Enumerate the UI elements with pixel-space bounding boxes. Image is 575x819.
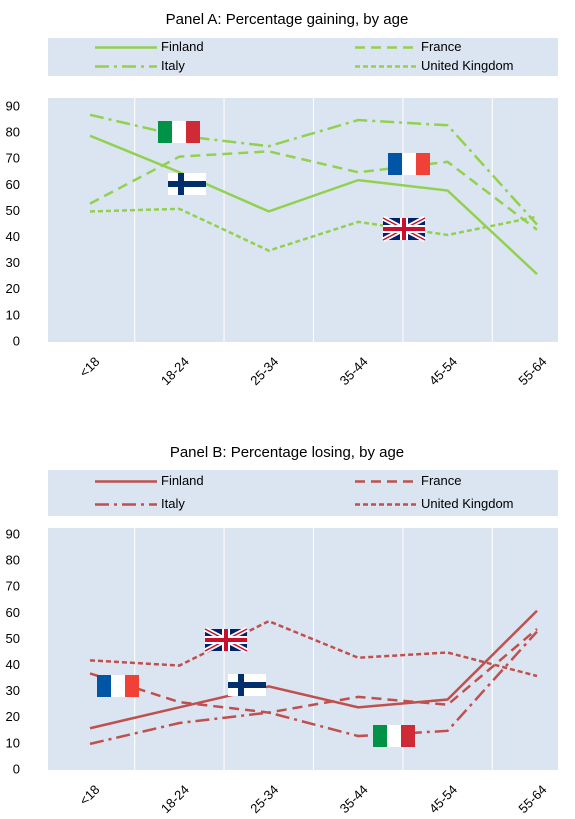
y-tick-label: 60 bbox=[6, 177, 20, 192]
series-line bbox=[89, 619, 538, 678]
plot-area bbox=[48, 528, 558, 770]
legend-label: Italy bbox=[161, 496, 185, 511]
flag-cross bbox=[228, 682, 266, 688]
flag bbox=[97, 675, 139, 697]
legend-label: United Kingdom bbox=[421, 58, 514, 73]
flag-stripe bbox=[388, 153, 402, 175]
y-tick-label: 30 bbox=[6, 683, 20, 698]
x-tick-label: 18-24 bbox=[158, 354, 192, 388]
flag-cross bbox=[168, 181, 206, 187]
flag-stripe bbox=[158, 121, 172, 143]
y-tick-label: 60 bbox=[6, 605, 20, 620]
x-tick-label: 18-24 bbox=[158, 782, 192, 814]
x-tick-label: <18 bbox=[76, 354, 102, 380]
flag-stripe bbox=[172, 121, 186, 143]
y-tick-label: 40 bbox=[6, 657, 20, 672]
x-tick-label: 25-34 bbox=[247, 782, 281, 814]
series-line bbox=[89, 207, 538, 252]
flag-stripe bbox=[401, 725, 415, 747]
y-tick-label: 0 bbox=[13, 761, 20, 776]
flag bbox=[228, 674, 266, 696]
y-tick-label: 10 bbox=[6, 307, 20, 322]
flag bbox=[203, 626, 249, 654]
legend-label: France bbox=[421, 473, 461, 488]
flag bbox=[373, 725, 415, 747]
flag-stripe bbox=[97, 675, 111, 697]
flag-stripe bbox=[416, 153, 430, 175]
y-tick-label: 80 bbox=[6, 125, 20, 140]
y-tick-label: 50 bbox=[6, 203, 20, 218]
legend-label: Italy bbox=[161, 58, 185, 73]
y-tick-label: 70 bbox=[6, 579, 20, 594]
x-tick-label: 55-64 bbox=[515, 354, 549, 388]
x-tick-label: 35-44 bbox=[337, 782, 371, 814]
chart-title: Panel A: Percentage gaining, by age bbox=[166, 11, 409, 28]
y-tick-label: 90 bbox=[6, 98, 20, 113]
y-tick-label: 50 bbox=[6, 631, 20, 646]
plot-area bbox=[48, 98, 558, 342]
x-tick-label: <18 bbox=[76, 782, 102, 808]
chart-title: Panel B: Percentage losing, by age bbox=[170, 444, 404, 461]
flag bbox=[388, 153, 430, 175]
series-line bbox=[89, 628, 538, 714]
flag-stripe bbox=[373, 725, 387, 747]
y-tick-label: 20 bbox=[6, 709, 20, 724]
legend-box bbox=[48, 470, 558, 516]
series-line bbox=[89, 630, 538, 746]
flag-cross bbox=[205, 638, 247, 642]
y-tick-label: 10 bbox=[6, 735, 20, 750]
series-line bbox=[89, 609, 538, 730]
legend-label: United Kingdom bbox=[421, 496, 514, 511]
flag bbox=[158, 121, 200, 143]
x-tick-label: 55-64 bbox=[515, 782, 549, 814]
x-tick-label: 45-54 bbox=[426, 782, 460, 814]
y-tick-label: 20 bbox=[6, 281, 20, 296]
series-line bbox=[89, 113, 538, 226]
x-tick-label: 45-54 bbox=[426, 354, 460, 388]
y-tick-label: 80 bbox=[6, 553, 20, 568]
series-line bbox=[89, 150, 538, 231]
series-line bbox=[89, 134, 538, 276]
flag-stripe bbox=[402, 153, 416, 175]
legend-box bbox=[48, 38, 558, 76]
y-tick-label: 90 bbox=[6, 526, 20, 541]
flag-cross bbox=[383, 227, 425, 231]
y-tick-label: 40 bbox=[6, 229, 20, 244]
legend-label: Finland bbox=[161, 39, 204, 54]
flag-stripe bbox=[125, 675, 139, 697]
flag bbox=[381, 215, 427, 243]
flag bbox=[168, 173, 206, 195]
flag-stripe bbox=[186, 121, 200, 143]
x-tick-label: 35-44 bbox=[337, 354, 371, 388]
legend-label: France bbox=[421, 39, 461, 54]
flag-stripe bbox=[387, 725, 401, 747]
y-tick-label: 70 bbox=[6, 151, 20, 166]
y-tick-label: 0 bbox=[13, 333, 20, 348]
y-tick-label: 30 bbox=[6, 255, 20, 270]
legend-label: Finland bbox=[161, 473, 204, 488]
x-tick-label: 25-34 bbox=[247, 354, 281, 388]
flag-stripe bbox=[111, 675, 125, 697]
